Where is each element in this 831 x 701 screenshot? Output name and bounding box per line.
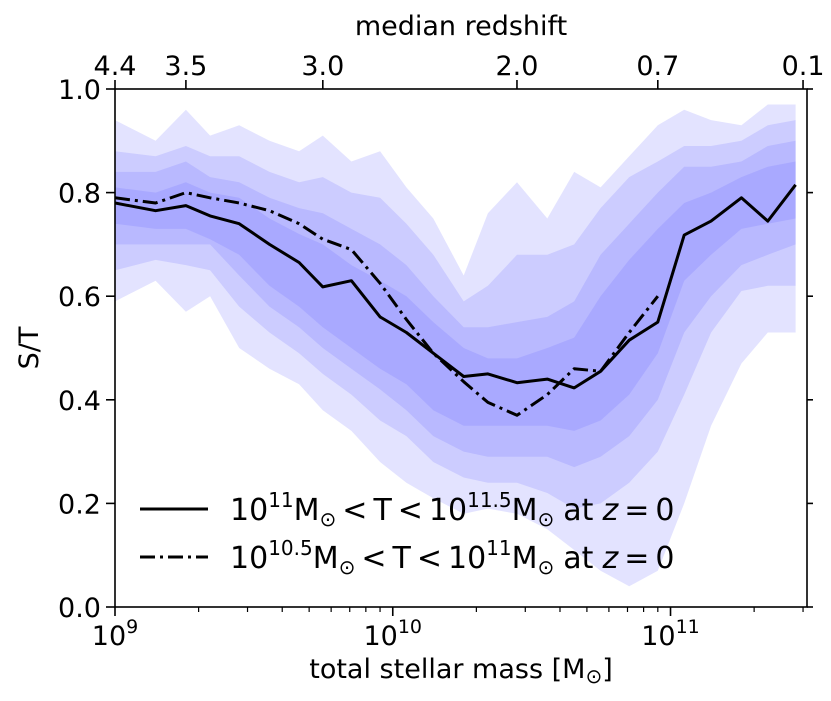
series-line-dashdot [115,191,659,417]
legend-entry-1: 1011M⊙ < T <1011.5M⊙ at z = 0 [230,488,674,531]
plot-frame [114,88,808,608]
y-axis-title: S/T [14,326,45,369]
band-4 [115,161,796,431]
top-axis-title: median redshift [355,11,567,42]
band-1 [115,104,796,587]
series-line-solid [115,183,797,390]
y-tick-label-2: 0.4 [58,386,101,417]
top-tick-label-5: 0.1 [782,51,825,82]
series-lines [115,183,797,417]
y-tick-label-4: 0.8 [58,179,101,210]
y-tick-label-1: 0.2 [58,489,101,520]
x-tick-label-1: 1010 [363,616,422,652]
x-tick-label-0: 109 [92,616,138,652]
top-tick-label-1: 3.5 [164,51,207,82]
top-tick-label-4: 0.7 [636,51,679,82]
legend-entry-2: 1010.5M⊙ < T <1011M⊙ at z = 0 [230,536,674,579]
band-3 [115,140,796,468]
y-tick-label-3: 0.6 [58,282,101,313]
legend: 1011M⊙ < T <1011.5M⊙ at z = 0 1010.5M⊙ < T <1011M⊙… [140,488,674,579]
top-tick-label-0: 4.4 [94,51,137,82]
top-tick-label-2: 3.0 [301,51,344,82]
top-tick-label-3: 2.0 [495,51,538,82]
y-tick-label-0: 0.0 [58,593,101,624]
x-axis-title: total stellar mass [M⊙] [309,654,613,688]
y-tick-label-5: 1.0 [58,75,101,106]
x-tick-label-2: 1011 [641,616,700,652]
axis-ticks: 0.0 0.2 0.4 0.6 0.8 1.0 109 1010 1011 4.4 3.5 3.0 2.… [58,51,824,652]
